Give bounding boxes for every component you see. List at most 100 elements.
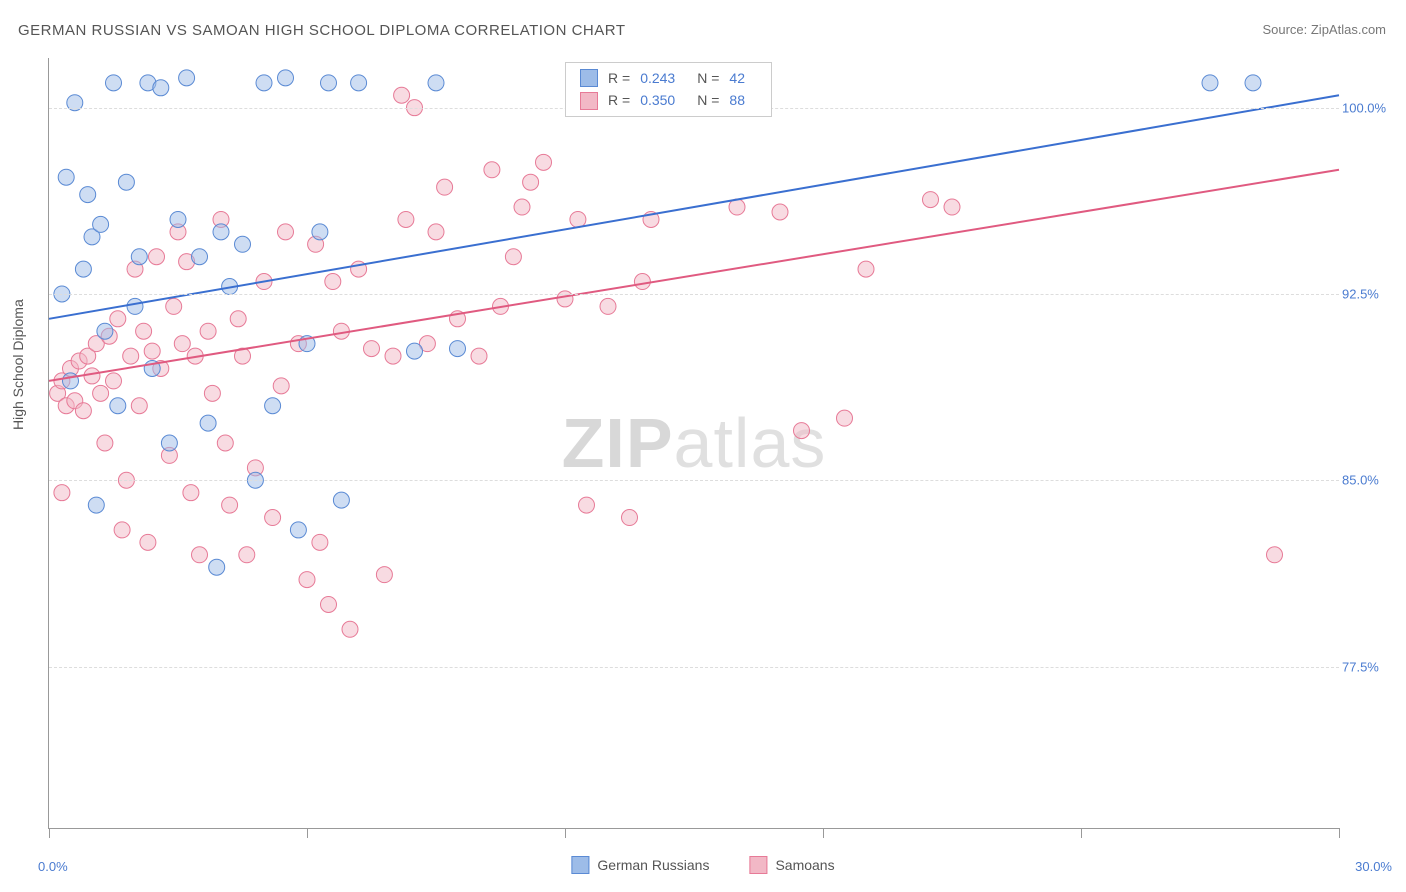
scatter-point bbox=[484, 162, 500, 178]
scatter-point bbox=[75, 403, 91, 419]
scatter-point bbox=[213, 224, 229, 240]
x-tick bbox=[1339, 828, 1340, 838]
scatter-point bbox=[200, 415, 216, 431]
scatter-point bbox=[312, 534, 328, 550]
legend-item-german: German Russians bbox=[571, 856, 709, 874]
scatter-point bbox=[794, 423, 810, 439]
stats-legend-box: R = 0.243 N = 42 R = 0.350 N = 88 bbox=[565, 62, 772, 117]
r-label: R = bbox=[608, 89, 630, 111]
bottom-legend: German Russians Samoans bbox=[571, 856, 834, 874]
scatter-point bbox=[923, 192, 939, 208]
scatter-point bbox=[183, 485, 199, 501]
scatter-point bbox=[364, 341, 380, 357]
y-axis-label: High School Diploma bbox=[10, 299, 26, 430]
scatter-point bbox=[342, 621, 358, 637]
scatter-point bbox=[523, 174, 539, 190]
scatter-point bbox=[278, 224, 294, 240]
scatter-point bbox=[333, 492, 349, 508]
scatter-point bbox=[376, 567, 392, 583]
scatter-point bbox=[127, 298, 143, 314]
n-label: N = bbox=[697, 67, 719, 89]
scatter-point bbox=[106, 373, 122, 389]
y-tick-label: 92.5% bbox=[1342, 286, 1397, 301]
legend-label: Samoans bbox=[775, 857, 834, 873]
n-value-samoan: 88 bbox=[729, 89, 745, 111]
scatter-point bbox=[471, 348, 487, 364]
scatter-point bbox=[570, 211, 586, 227]
scatter-point bbox=[944, 199, 960, 215]
scatter-point bbox=[84, 368, 100, 384]
scatter-point bbox=[256, 75, 272, 91]
scatter-point bbox=[93, 385, 109, 401]
scatter-point bbox=[161, 435, 177, 451]
stats-row-german: R = 0.243 N = 42 bbox=[580, 67, 757, 89]
scatter-point bbox=[407, 343, 423, 359]
scatter-point bbox=[394, 87, 410, 103]
scatter-point bbox=[97, 323, 113, 339]
scatter-point bbox=[398, 211, 414, 227]
swatch-icon bbox=[580, 92, 598, 110]
swatch-icon bbox=[580, 69, 598, 87]
source-attribution: Source: ZipAtlas.com bbox=[1262, 22, 1386, 37]
scatter-point bbox=[290, 522, 306, 538]
y-tick-label: 100.0% bbox=[1342, 100, 1397, 115]
x-tick bbox=[1081, 828, 1082, 838]
scatter-point bbox=[265, 398, 281, 414]
scatter-point bbox=[222, 497, 238, 513]
scatter-point bbox=[772, 204, 788, 220]
plot-area: ZIPatlas 77.5%85.0%92.5%100.0% bbox=[48, 58, 1339, 829]
scatter-point bbox=[131, 398, 147, 414]
scatter-point bbox=[166, 298, 182, 314]
scatter-point bbox=[75, 261, 91, 277]
scatter-point bbox=[179, 70, 195, 86]
x-tick bbox=[49, 828, 50, 838]
stats-row-samoan: R = 0.350 N = 88 bbox=[580, 89, 757, 111]
scatter-point bbox=[634, 274, 650, 290]
scatter-point bbox=[858, 261, 874, 277]
swatch-icon bbox=[571, 856, 589, 874]
scatter-point bbox=[514, 199, 530, 215]
n-label: N = bbox=[697, 89, 719, 111]
scatter-point bbox=[351, 75, 367, 91]
scatter-point bbox=[110, 311, 126, 327]
scatter-point bbox=[88, 497, 104, 513]
scatter-point bbox=[114, 522, 130, 538]
r-value-german: 0.243 bbox=[640, 67, 675, 89]
scatter-point bbox=[136, 323, 152, 339]
scatter-point bbox=[622, 510, 638, 526]
gridline bbox=[49, 667, 1339, 668]
scatter-point bbox=[204, 385, 220, 401]
scatter-point bbox=[140, 534, 156, 550]
scatter-point bbox=[200, 323, 216, 339]
y-tick-label: 77.5% bbox=[1342, 659, 1397, 674]
legend-item-samoan: Samoans bbox=[749, 856, 834, 874]
x-axis-min-label: 0.0% bbox=[38, 859, 68, 874]
scatter-point bbox=[110, 398, 126, 414]
scatter-point bbox=[1267, 547, 1283, 563]
scatter-point bbox=[278, 70, 294, 86]
x-tick bbox=[565, 828, 566, 838]
trend-line bbox=[49, 170, 1339, 381]
r-value-samoan: 0.350 bbox=[640, 89, 675, 111]
scatter-point bbox=[837, 410, 853, 426]
r-label: R = bbox=[608, 67, 630, 89]
scatter-point bbox=[325, 274, 341, 290]
scatter-point bbox=[505, 249, 521, 265]
scatter-point bbox=[93, 216, 109, 232]
scatter-point bbox=[80, 187, 96, 203]
scatter-point bbox=[118, 174, 134, 190]
scatter-point bbox=[149, 249, 165, 265]
scatter-point bbox=[437, 179, 453, 195]
scatter-point bbox=[299, 572, 315, 588]
scatter-point bbox=[144, 343, 160, 359]
n-value-german: 42 bbox=[729, 67, 745, 89]
swatch-icon bbox=[749, 856, 767, 874]
scatter-point bbox=[265, 510, 281, 526]
scatter-point bbox=[450, 341, 466, 357]
scatter-point bbox=[428, 75, 444, 91]
x-tick bbox=[307, 828, 308, 838]
scatter-point bbox=[235, 236, 251, 252]
scatter-point bbox=[385, 348, 401, 364]
scatter-point bbox=[1245, 75, 1261, 91]
gridline bbox=[49, 480, 1339, 481]
